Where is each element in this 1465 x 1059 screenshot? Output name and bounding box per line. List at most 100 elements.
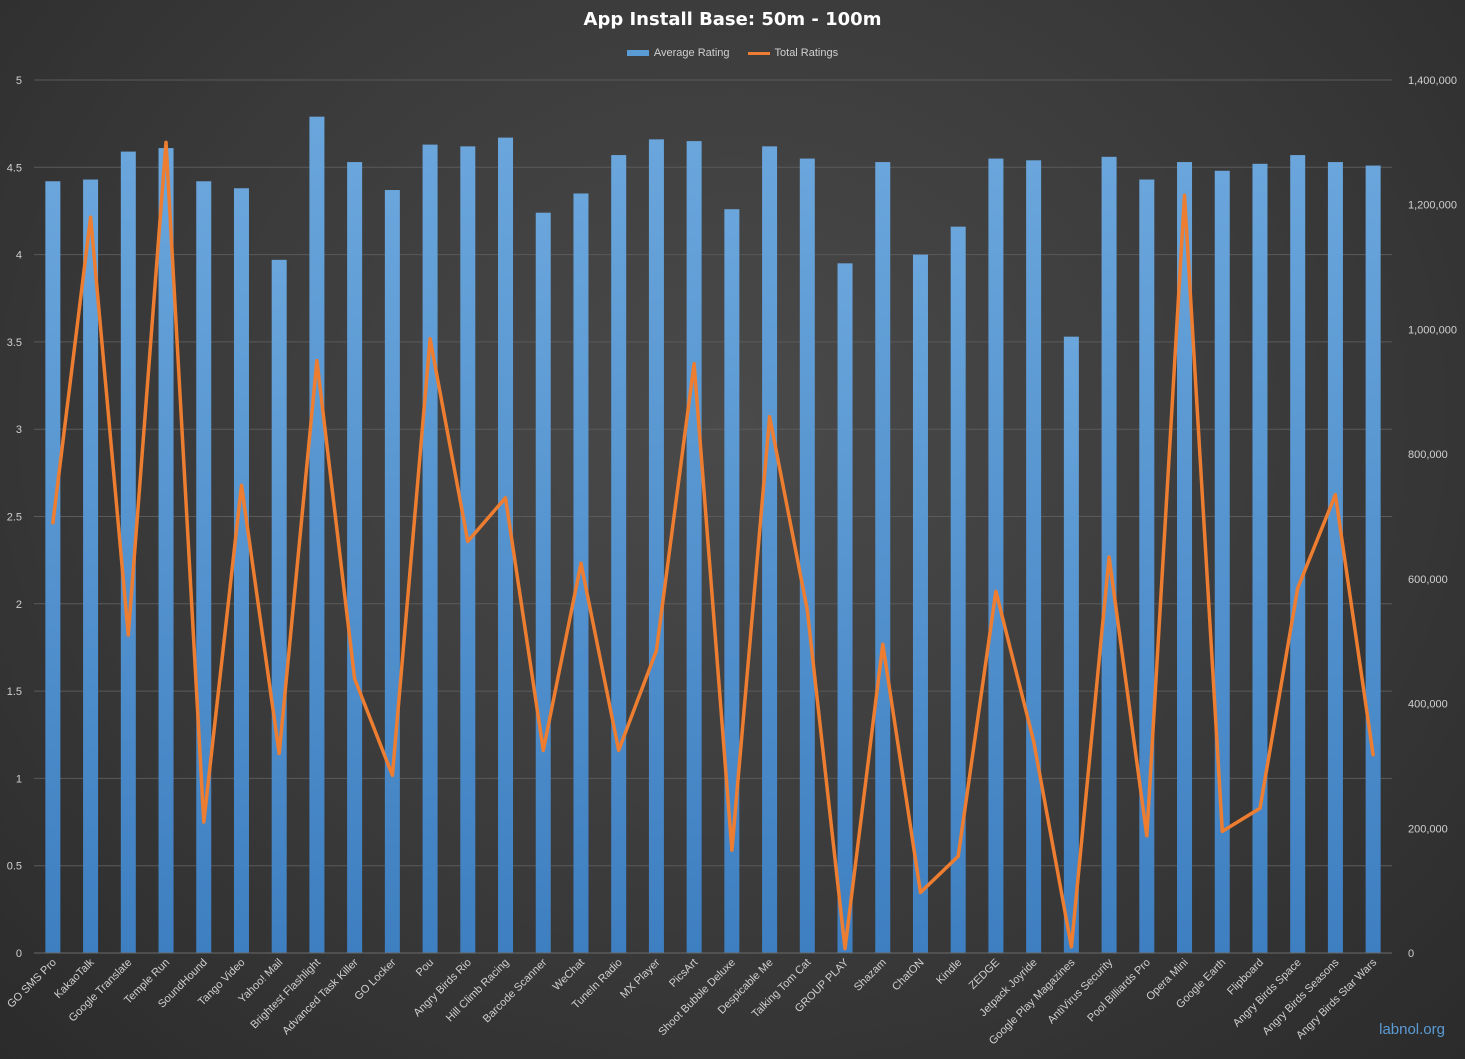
- bar: [233, 188, 249, 953]
- line-layer: [51, 140, 1375, 951]
- line-point: [466, 539, 470, 543]
- bar: [196, 181, 212, 953]
- bar: [1101, 156, 1117, 954]
- x-tick-label: WeChat: [551, 957, 587, 993]
- line-point: [1145, 834, 1149, 838]
- x-tick-label: MX Player: [618, 956, 663, 1001]
- line-point: [1296, 586, 1300, 590]
- bar: [347, 162, 363, 953]
- x-tick-label: Pou: [414, 957, 436, 979]
- line-point: [89, 215, 93, 219]
- line-point: [1220, 829, 1224, 833]
- bar: [1365, 165, 1381, 953]
- line-point: [579, 561, 583, 565]
- bar: [799, 158, 815, 953]
- bar: [83, 179, 99, 954]
- line-point: [1032, 739, 1036, 743]
- line-point: [1258, 806, 1262, 810]
- bar: [686, 141, 702, 954]
- y-right-tick-label: 400,000: [1408, 699, 1448, 711]
- line-point: [918, 891, 922, 895]
- y-right-tick-label: 800,000: [1408, 449, 1448, 461]
- bar: [45, 181, 61, 953]
- bar: [573, 193, 589, 954]
- y-right-tick-label: 0: [1408, 948, 1414, 960]
- bar: [271, 259, 287, 953]
- x-tick-label: ZEDGE: [967, 957, 1002, 992]
- line-point: [1371, 753, 1375, 757]
- bar: [950, 226, 966, 953]
- bar: [498, 137, 514, 954]
- legend-label-total-ratings: Total Ratings: [774, 47, 839, 59]
- y-left-tick-label: 0: [16, 948, 22, 960]
- bar: [1177, 162, 1193, 953]
- y-left-tick-label: 3: [16, 424, 22, 436]
- x-tick-label: ChatON: [890, 957, 927, 994]
- y-left-tick-label: 1.5: [7, 686, 22, 698]
- x-tick-label: GO SMS Pro: [5, 957, 59, 1011]
- bar: [611, 155, 627, 953]
- bar: [648, 139, 664, 953]
- bar: [384, 189, 400, 954]
- line-point: [730, 848, 734, 852]
- y-left-tick-label: 3.5: [7, 337, 22, 349]
- legend-item-total-ratings[interactable]: Total Ratings: [747, 47, 839, 59]
- line-point: [1183, 193, 1187, 197]
- line-point: [202, 820, 206, 824]
- line-point: [881, 642, 885, 646]
- line-point: [956, 854, 960, 858]
- line-point: [994, 589, 998, 593]
- x-tick-label: Advanced Task Killer: [280, 956, 361, 1037]
- bar: [120, 151, 136, 953]
- line-point: [353, 677, 357, 681]
- bar: [1327, 162, 1343, 953]
- bar: [912, 254, 928, 954]
- y-left-tick-label: 5: [16, 75, 22, 87]
- bar: [460, 146, 476, 953]
- x-tick-label: Shazam: [852, 957, 889, 994]
- line-point: [277, 751, 281, 755]
- y-right-tick-label: 600,000: [1408, 574, 1448, 586]
- chart-title: App Install Base: 50m - 100m: [583, 9, 882, 30]
- bar: [422, 144, 438, 954]
- y-right-tick-label: 1,000,000: [1408, 324, 1457, 336]
- bar: [1063, 336, 1079, 953]
- bar: [535, 212, 551, 954]
- x-tick-label: Barcode Scanner: [481, 956, 550, 1025]
- line-point: [654, 649, 658, 653]
- y-left-tick-label: 4: [16, 250, 22, 262]
- line-point: [428, 337, 432, 341]
- line-point: [1069, 945, 1073, 949]
- bar: [1290, 155, 1306, 953]
- line-series-total-ratings: [51, 140, 1375, 951]
- bar: [724, 209, 740, 954]
- y-left-tick-label: 2.5: [7, 512, 22, 524]
- line-point: [1333, 493, 1337, 497]
- y-left-tick-label: 4.5: [7, 162, 22, 174]
- bar: [837, 263, 853, 954]
- bar: [988, 158, 1004, 953]
- x-tick-label: Brightest Flashlight: [248, 957, 323, 1032]
- line-point: [768, 415, 772, 419]
- line-point: [617, 748, 621, 752]
- bar: [1252, 163, 1268, 954]
- y-left-tick-label: 0.5: [7, 861, 22, 873]
- bar: [1214, 170, 1230, 954]
- line-point: [164, 140, 168, 144]
- line-point: [843, 947, 847, 951]
- x-tick-label: GO Locker: [352, 956, 398, 1002]
- y-left-tick-label: 2: [16, 599, 22, 611]
- x-tick-label: AntiVirus Security: [1045, 956, 1115, 1026]
- bar: [1026, 160, 1042, 954]
- bar: [875, 162, 891, 953]
- legend-item-average-rating[interactable]: Average Rating: [626, 47, 730, 59]
- y-left-tick-label: 1: [16, 773, 22, 785]
- x-tick-label: Angry Birds Space: [1231, 957, 1304, 1030]
- line-point: [315, 359, 319, 363]
- line-point: [126, 633, 130, 637]
- line-point: [805, 608, 809, 612]
- legend-swatch-bar: [626, 50, 649, 56]
- line-point: [504, 496, 508, 500]
